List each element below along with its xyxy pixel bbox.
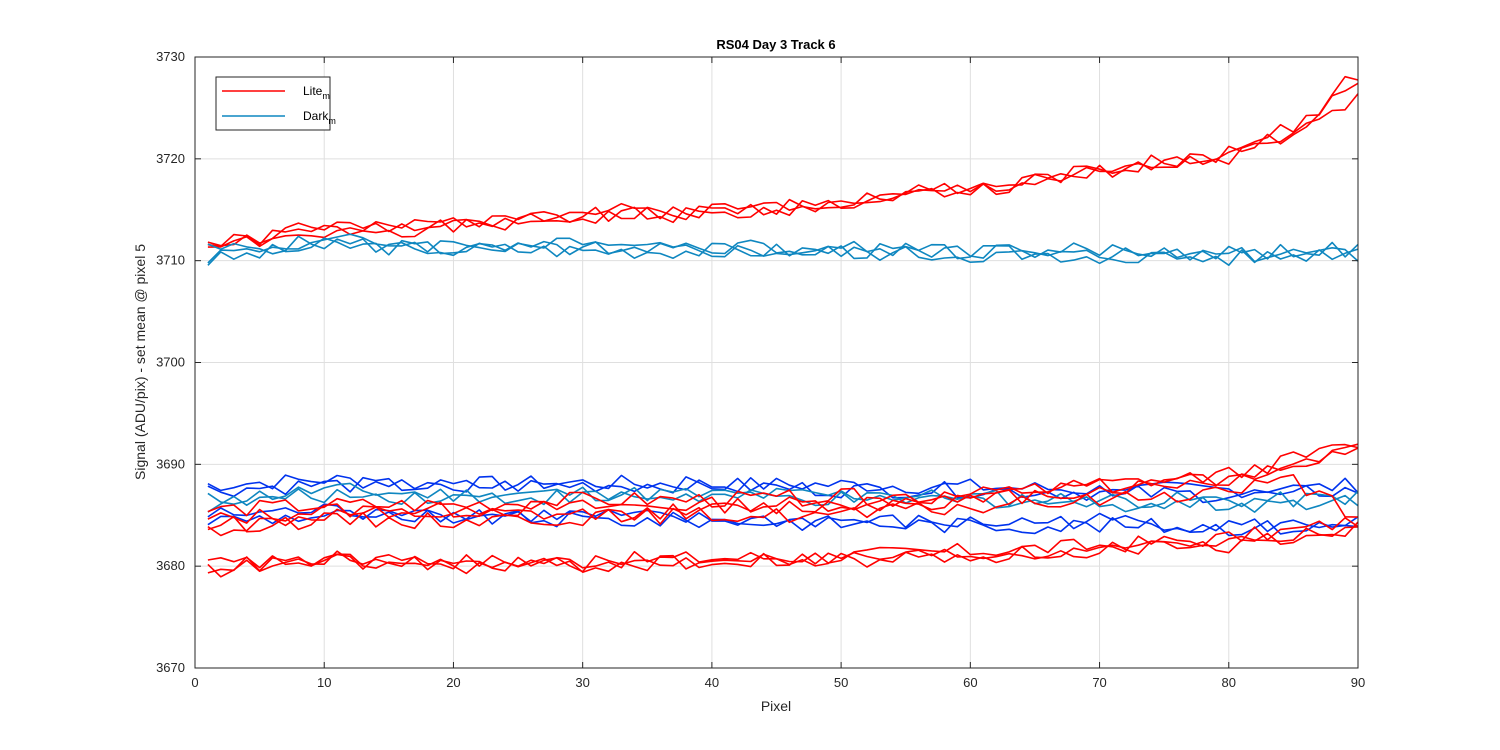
series-line-dark (207, 235, 1359, 266)
legend-label-dark: Darkm (303, 109, 336, 126)
series-line-lite (207, 517, 1359, 578)
y-tick-label: 3720 (156, 151, 185, 166)
series-line-lite (207, 526, 1359, 574)
series-line-lite (207, 93, 1359, 248)
y-tick-label: 3670 (156, 660, 185, 675)
series-line-dark (207, 482, 1359, 509)
series-line-dark (207, 488, 1359, 513)
series-line-lite (207, 447, 1359, 537)
y-tick-label: 3690 (156, 456, 185, 471)
y-axis-label: Signal (ADU/pix) - set mean @ pixel 5 (132, 244, 148, 480)
y-tick-label: 3700 (156, 355, 185, 370)
y-tick-label: 3730 (156, 49, 185, 64)
legend-label-lite: Litem (303, 84, 330, 101)
series-line-dark (207, 476, 1359, 504)
series-line-dark (207, 233, 1359, 264)
series-line-dark (207, 503, 1359, 533)
x-tick-label: 0 (191, 675, 198, 690)
x-tick-label: 70 (1092, 675, 1106, 690)
axis-ticks: 0 10 20 30 40 50 60 70 80 90 3670 3680 3690 3700 3710 3… (156, 49, 1365, 690)
x-tick-label: 50 (834, 675, 848, 690)
x-tick-label: 30 (575, 675, 589, 690)
series-line-lite (207, 82, 1359, 247)
x-tick-label: 90 (1351, 675, 1365, 690)
x-tick-label: 10 (317, 675, 331, 690)
series-lines (207, 75, 1359, 578)
series-line-dark (207, 508, 1359, 537)
series-line-lite (207, 443, 1359, 524)
x-tick-label: 40 (705, 675, 719, 690)
x-tick-label: 60 (963, 675, 977, 690)
series-line-lite (207, 521, 1359, 575)
y-tick-label: 3710 (156, 253, 185, 268)
series-line-lite (207, 474, 1359, 533)
series-line-lite (207, 443, 1359, 517)
x-tick-label: 20 (446, 675, 460, 690)
x-axis-label: Pixel (761, 698, 791, 714)
legend: Litem Darkm (215, 76, 336, 131)
x-tick-label: 80 (1222, 675, 1236, 690)
y-tick-label: 3680 (156, 558, 185, 573)
grid (195, 57, 1358, 668)
legend-box (215, 76, 331, 131)
chart-title: RS04 Day 3 Track 6 (716, 37, 835, 52)
